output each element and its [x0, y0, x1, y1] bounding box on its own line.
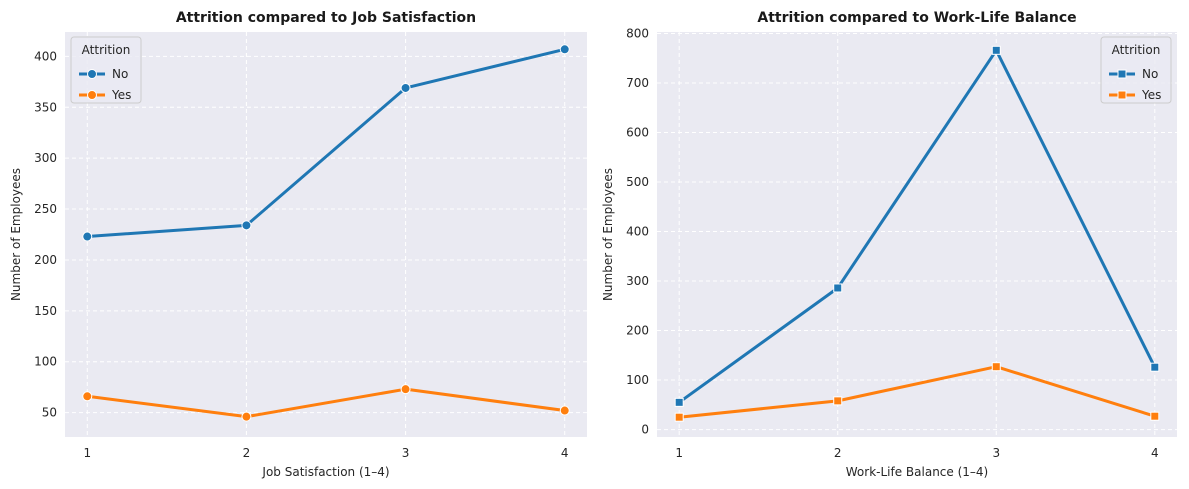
plot-background	[657, 32, 1177, 437]
data-point-yes	[833, 396, 843, 406]
y-tick-label: 50	[42, 406, 57, 420]
x-tick-label: 2	[834, 446, 842, 460]
legend-box	[70, 36, 142, 104]
legend: Attrition No Yes	[70, 36, 142, 104]
legend: Attrition No Yes	[1100, 36, 1172, 104]
x-tick-label: 2	[243, 446, 251, 460]
y-tick-label: 300	[626, 274, 649, 288]
y-tick-label: 150	[34, 304, 57, 318]
y-tick-label: 800	[626, 26, 649, 40]
y-tick-label: 600	[626, 126, 649, 140]
x-tick-label: 4	[561, 446, 569, 460]
chart-work-life-balance: 0 100 200 300 400 500 600 700 800 1 2 3 4 Attrition c…	[601, 10, 1177, 479]
y-axis-label: Number of Employees	[9, 168, 23, 301]
legend-entry-label: Yes	[1141, 88, 1161, 102]
y-tick-label: 300	[34, 151, 57, 165]
chart-job-satisfaction: 50 100 150 200 250 300 350 400 1 2 3 4 Attrition com…	[9, 10, 587, 479]
data-point-no	[674, 397, 684, 407]
chart-title: Attrition compared to Work-Life Balance	[757, 10, 1076, 26]
x-tick-label: 3	[402, 446, 410, 460]
data-point-yes	[400, 384, 411, 395]
x-tick-label: 1	[675, 446, 683, 460]
y-tick-label: 250	[34, 202, 57, 216]
data-point-no	[1150, 362, 1160, 372]
legend-title: Attrition	[1112, 43, 1161, 57]
x-tick-label: 1	[83, 446, 91, 460]
data-point-no	[400, 82, 411, 93]
y-axis-label: Number of Employees	[601, 168, 615, 301]
series-line-no	[677, 48, 1157, 404]
data-point-yes	[82, 391, 93, 402]
legend-entry-label: Yes	[111, 88, 131, 102]
series-no	[82, 44, 570, 242]
plot-background	[65, 32, 587, 437]
y-tick-label: 100	[626, 373, 649, 387]
y-tick-label: 400	[626, 225, 649, 239]
legend-title: Attrition	[82, 43, 131, 57]
y-tick-label: 400	[34, 49, 57, 63]
x-axis-label: Job Satisfaction (1–4)	[261, 465, 389, 479]
series-line-yes	[677, 365, 1157, 419]
legend-entry-label: No	[1142, 67, 1158, 81]
series-line-yes	[85, 387, 567, 419]
data-point-no	[991, 45, 1001, 55]
data-point-no	[82, 231, 93, 242]
x-tick-label: 3	[992, 446, 1000, 460]
data-point-yes	[674, 412, 684, 422]
y-tick-label: 0	[641, 423, 649, 437]
data-point-no	[559, 44, 570, 55]
legend-swatch-marker	[1117, 69, 1127, 79]
y-tick-label: 700	[626, 76, 649, 90]
chart-title: Attrition compared to Job Satisfaction	[176, 10, 476, 26]
y-tick-label: 100	[34, 355, 57, 369]
legend-entry-label: No	[112, 67, 128, 81]
data-point-no	[241, 220, 252, 231]
data-point-yes	[559, 405, 570, 416]
x-tick-label: 4	[1151, 446, 1159, 460]
series-no	[674, 45, 1160, 407]
legend-box	[1100, 36, 1172, 104]
legend-swatch-marker	[87, 90, 97, 100]
y-tick-label: 350	[34, 100, 57, 114]
legend-swatch-marker	[1117, 90, 1127, 100]
legend-swatch-marker	[87, 69, 97, 79]
y-tick-label: 200	[626, 324, 649, 338]
series-yes	[674, 362, 1160, 422]
data-point-yes	[991, 362, 1001, 372]
series-yes	[82, 384, 570, 422]
y-tick-label: 500	[626, 175, 649, 189]
data-point-yes	[1150, 411, 1160, 421]
data-point-no	[833, 283, 843, 293]
data-point-yes	[241, 411, 252, 422]
x-axis-label: Work-Life Balance (1–4)	[846, 465, 988, 479]
y-tick-label: 200	[34, 253, 57, 267]
series-line-no	[85, 47, 567, 239]
